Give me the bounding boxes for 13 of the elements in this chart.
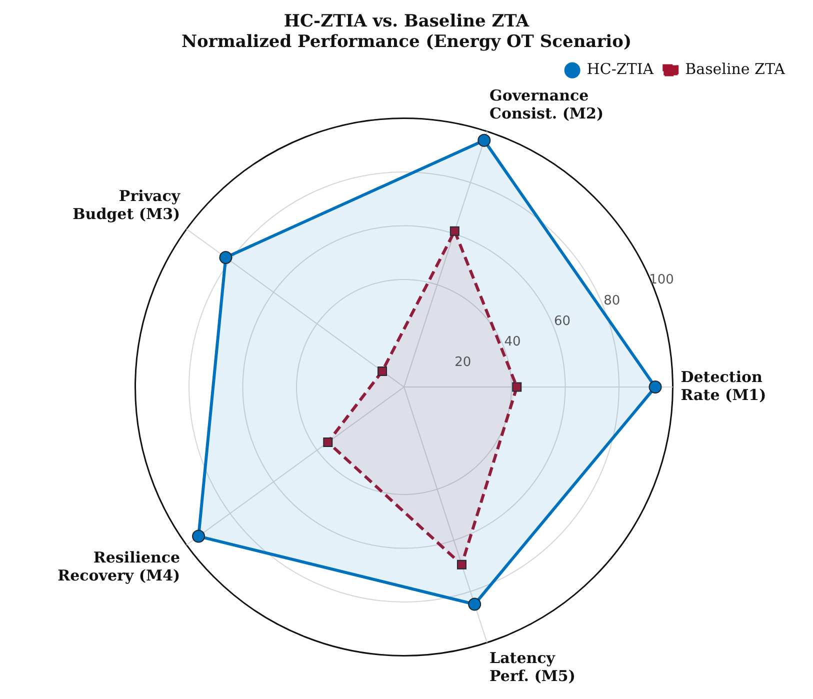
spoke-label: Governance Consist. (M2) (490, 86, 604, 123)
legend-label: Baseline ZTA (685, 60, 786, 78)
y-tick-label: 100 (649, 272, 674, 288)
legend-label: HC-ZTIA (586, 60, 654, 78)
y-tick-label: 40 (504, 334, 521, 350)
spoke-label: Privacy Budget (M3) (72, 187, 182, 224)
y-tick-label: 20 (454, 354, 472, 370)
spoke-label: Resilience Recovery (M4) (58, 548, 180, 585)
y-tick-label: 80 (604, 293, 620, 308)
spoke-label: Detection Rate (M1) (680, 368, 766, 404)
y-tick-label: 60 (554, 314, 570, 329)
spoke-label: Latency Perf. (M5) (490, 649, 576, 686)
chart-title: HC-ZTIA vs. Baseline ZTA Normalized Performance (Energy OT Scenario) (182, 12, 632, 52)
